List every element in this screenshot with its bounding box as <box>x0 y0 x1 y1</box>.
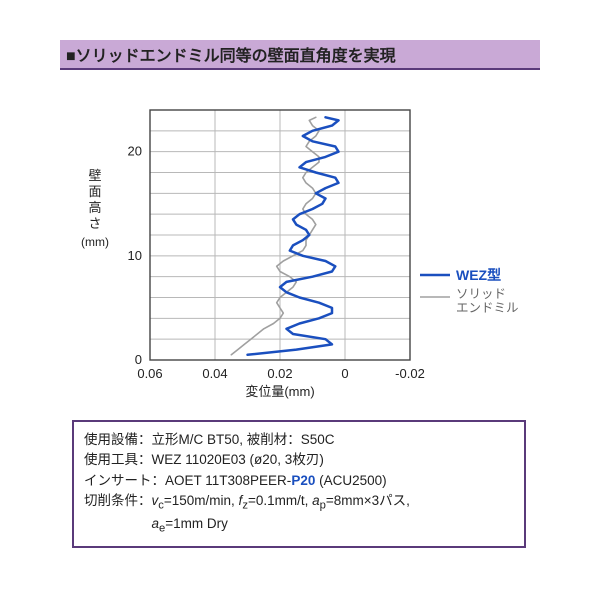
svg-text:0.04: 0.04 <box>202 366 227 381</box>
info-equipment: 使用設備：立形M/C BT50, 被削材：S50C <box>84 432 335 447</box>
wall-perpendicularity-chart: 0.06 0.04 0.02 0 -0.02 変位量(mm) 0 10 20 壁面高さ (mm) WE… <box>60 90 540 400</box>
info-tool: 使用工具：WEZ 11020E03 (ø20, 3枚刃) <box>84 452 324 467</box>
svg-text:ソリッド: ソリッド <box>456 287 506 301</box>
svg-text:0: 0 <box>135 352 142 367</box>
svg-text:壁: 壁 <box>88 168 101 183</box>
svg-text:(mm): (mm) <box>81 235 109 249</box>
svg-text:0: 0 <box>341 366 348 381</box>
svg-text:10: 10 <box>128 248 142 263</box>
info-insert-a: インサート：AOET 11T308PEER- <box>84 473 291 488</box>
info-cutting-cond-1: 切削条件：vc=150m/min, fz=0.1mm/t, ap=8mm×3パス… <box>84 491 514 515</box>
conditions-box: 使用設備：立形M/C BT50, 被削材：S50C 使用工具：WEZ 11020… <box>72 420 526 548</box>
svg-text:高: 高 <box>88 200 101 215</box>
info-cutting-cond-2: ae=1mm Dry <box>84 514 514 538</box>
info-insert-p20: P20 <box>291 473 315 488</box>
info-insert-b: (ACU2500) <box>315 473 386 488</box>
svg-text:変位量(mm): 変位量(mm) <box>245 384 314 399</box>
section-title: ■ソリッドエンドミル同等の壁面直角度を実現 <box>60 40 540 70</box>
svg-text:さ: さ <box>88 216 101 231</box>
svg-text:0.06: 0.06 <box>137 366 162 381</box>
svg-text:0.02: 0.02 <box>267 366 292 381</box>
svg-text:面: 面 <box>88 184 101 199</box>
svg-text:20: 20 <box>128 144 142 159</box>
svg-text:WEZ型: WEZ型 <box>456 267 501 283</box>
svg-text:エンドミル: エンドミル <box>456 301 519 315</box>
svg-text:-0.02: -0.02 <box>395 366 425 381</box>
